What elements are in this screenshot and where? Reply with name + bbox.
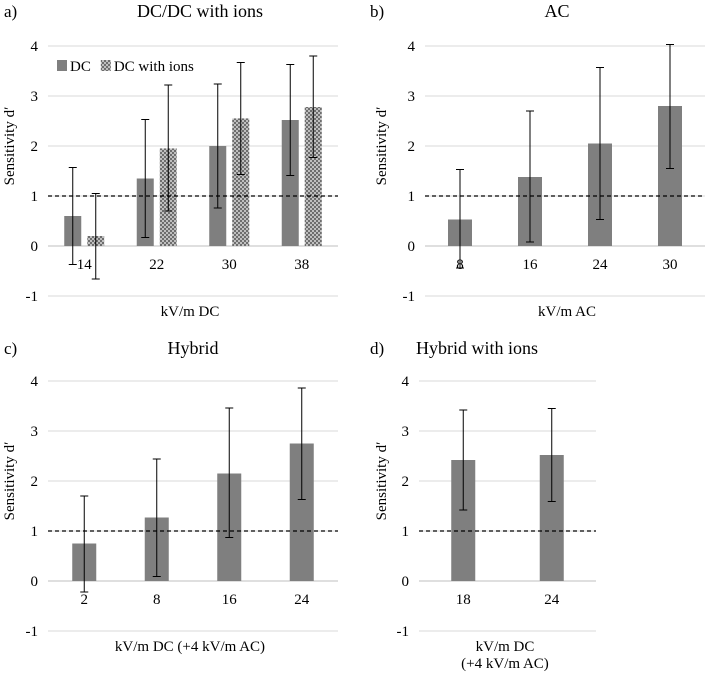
y-tick-label: -1 — [26, 624, 39, 640]
chart-panel-c: -1 0 1 2 3 4 2 8 16 24 c) Hybrid Sensitivity d′ kV/m … — [2, 338, 338, 655]
y-axis-label: Sensitivity d′ — [374, 442, 390, 521]
x-axis-label-line1: kV/m DC — [476, 639, 535, 655]
y-tick-label: 1 — [402, 524, 410, 540]
bar-dc-with-ions — [304, 107, 322, 246]
x-tick-label: 14 — [77, 257, 93, 273]
y-tick-label: 0 — [402, 574, 410, 590]
y-tick-label: 2 — [402, 474, 410, 490]
y-tick-label: 4 — [402, 374, 410, 390]
y-axis-label: Sensitivity d′ — [374, 107, 390, 186]
x-tick-label: 8 — [153, 592, 161, 608]
y-tick-label: 4 — [408, 39, 416, 55]
y-tick-label: 4 — [31, 374, 39, 390]
x-tick-label: 30 — [222, 257, 237, 273]
chart-title: Hybrid — [168, 338, 219, 358]
x-axis-label: kV/m DC — [161, 304, 220, 320]
y-tick-label: 1 — [408, 189, 416, 205]
x-tick-label: 24 — [593, 257, 609, 273]
x-tick-label: 16 — [523, 257, 539, 273]
chart-title: DC/DC with ions — [137, 1, 263, 21]
y-tick-label: 2 — [31, 474, 39, 490]
chart-title: Hybrid with ions — [416, 338, 538, 358]
y-tick-label: -1 — [397, 624, 410, 640]
bar-dc-with-ions — [232, 118, 250, 246]
panel-letter: a) — [4, 2, 17, 21]
panel-letter: d) — [370, 339, 384, 358]
y-tick-label: 4 — [31, 39, 39, 55]
x-tick-label: 22 — [149, 257, 164, 273]
y-tick-label: 3 — [402, 424, 410, 440]
panel-letter: b) — [370, 2, 384, 21]
x-axis-label: kV/m AC — [538, 304, 596, 320]
x-axis-label-line2: (+4 kV/m AC) — [461, 656, 549, 672]
chart-panel-a: -1 0 1 2 3 4 14 22 30 38 a) DC/DC with ions Sensitiv… — [2, 1, 338, 320]
x-tick-label: 24 — [544, 592, 560, 608]
legend-swatch — [57, 60, 67, 71]
legend-entry: DC — [70, 59, 91, 75]
chart-panel-b: -1 0 1 2 3 4 8 16 24 30 b) AC Sensitivity d′ kV/m AC — [370, 1, 705, 320]
y-tick-label: 1 — [31, 524, 39, 540]
panel-letter: c) — [4, 339, 17, 358]
y-tick-label: 3 — [408, 89, 416, 105]
x-tick-label: 30 — [663, 257, 678, 273]
y-axis-label: Sensitivity d′ — [2, 107, 18, 186]
x-tick-label: 24 — [294, 592, 310, 608]
y-tick-label: 0 — [31, 239, 39, 255]
x-tick-label: 16 — [222, 592, 238, 608]
legend: DC DC with ions — [57, 59, 194, 75]
bar-dc — [281, 120, 299, 246]
y-tick-label: 2 — [408, 139, 416, 155]
x-tick-label: 38 — [294, 257, 309, 273]
y-tick-label: 3 — [31, 89, 39, 105]
x-tick-label: 2 — [81, 592, 89, 608]
x-tick-label: 18 — [456, 592, 471, 608]
chart-panel-d: -1 0 1 2 3 4 18 24 d) Hybrid with ions Sensitivity… — [370, 338, 596, 672]
legend-entry: DC with ions — [114, 59, 194, 75]
x-axis-label: kV/m DC (+4 kV/m AC) — [461, 639, 549, 672]
y-tick-label: 0 — [31, 574, 39, 590]
y-tick-label: 1 — [31, 189, 39, 205]
x-axis-label: kV/m DC (+4 kV/m AC) — [115, 639, 265, 655]
x-tick-label: 8 — [456, 257, 464, 273]
y-tick-label: 2 — [31, 139, 39, 155]
legend-swatch — [100, 60, 111, 71]
y-axis-label: Sensitivity d′ — [2, 442, 18, 521]
y-tick-label: 3 — [31, 424, 39, 440]
y-tick-label: -1 — [26, 289, 39, 305]
y-tick-label: 0 — [408, 239, 416, 255]
chart-title: AC — [544, 1, 569, 21]
y-tick-label: -1 — [403, 289, 416, 305]
